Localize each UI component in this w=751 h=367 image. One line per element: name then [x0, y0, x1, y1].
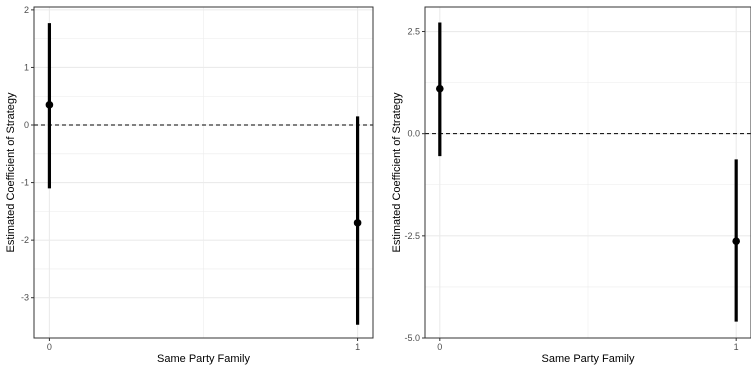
y-tick-label: -2: [21, 235, 29, 245]
point-estimate: [353, 219, 362, 227]
y-axis-title: Estimated Coefficient of Strategy: [391, 92, 403, 252]
left-coefficient-plot: -3 -2 -1 0 1 2 0 1 Same Party Family Estimated Co…: [5, 5, 374, 365]
y-tick-label: 0: [24, 120, 29, 130]
y-tick-label: -5.0: [404, 333, 420, 343]
y-tick-label: 2: [24, 5, 29, 15]
point-estimate: [732, 237, 740, 245]
y-tick-label: 1: [24, 62, 29, 72]
y-tick-label: -2.5: [404, 231, 420, 241]
x-tick-label: 1: [734, 342, 739, 352]
y-tick-label: -1: [21, 178, 29, 188]
x-tick-label: 0: [437, 342, 442, 352]
point-estimate: [45, 101, 54, 109]
point-estimate: [436, 84, 444, 93]
x-tick-label: 0: [47, 342, 52, 352]
x-axis-title: Same Party Family: [157, 353, 250, 365]
x-axis-title: Same Party Family: [542, 353, 635, 365]
y-tick-label: 2.5: [407, 27, 420, 37]
x-tick-label: 1: [355, 342, 360, 352]
y-tick-label: -3: [21, 293, 29, 303]
panel-border: [424, 6, 751, 339]
y-tick-label: 0.0: [407, 129, 420, 139]
y-axis-title: Estimated Coefficient of Strategy: [5, 92, 17, 252]
right-coefficient-plot: -5.0 -2.5 0.0 2.5 0 1 Same Party Family Estimat…: [391, 6, 751, 365]
panel-border: [33, 6, 374, 339]
